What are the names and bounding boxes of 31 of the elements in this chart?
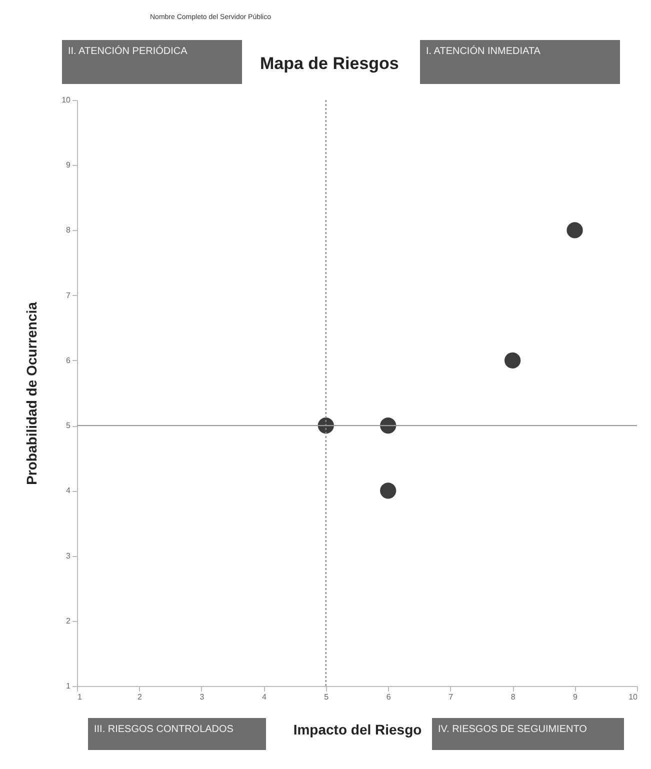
- x-tick-label: 2: [137, 692, 142, 702]
- x-tick-label: 3: [200, 692, 205, 702]
- y-tick-label: 3: [66, 551, 72, 560]
- y-tick-label: 2: [66, 616, 72, 626]
- text: III. RIESGOS CONTROLADOS: [88, 718, 266, 750]
- y-tick-label: 5: [66, 421, 72, 430]
- chart-title: Mapa de Riesgos: [260, 54, 399, 74]
- x-tick-label: 10: [628, 692, 638, 702]
- x-tick-label: 1: [78, 692, 82, 702]
- y-tick-label: 6: [66, 356, 72, 365]
- point: [380, 482, 396, 499]
- point: [566, 222, 583, 238]
- x-tick-label: 8: [510, 692, 516, 702]
- y-tick-label: 10: [62, 96, 72, 104]
- x-tick-label: 5: [324, 692, 330, 702]
- y-tick-label: 7: [66, 290, 72, 300]
- x-tick-label: 4: [262, 692, 267, 702]
- text: II. ATENCIÓN PERIÓDICA: [62, 40, 242, 84]
- y-tick-label: 9: [66, 160, 72, 170]
- x-tick-label: 9: [573, 692, 578, 702]
- point: [380, 418, 396, 434]
- x-tick-label: 6: [386, 692, 392, 702]
- y-tick-label: 8: [66, 226, 72, 235]
- x-axis-title: Impacto del Riesgo: [293, 722, 422, 738]
- point: [504, 352, 521, 368]
- text: IV. RIESGOS DE SEGUIMIENTO: [432, 718, 624, 750]
- text: I. ATENCIÓN INMEDIATA: [420, 40, 620, 84]
- y-tick-label: 4: [66, 486, 72, 496]
- y-tick-label: 1: [66, 682, 72, 690]
- x-tick-label: 7: [448, 692, 454, 702]
- y-axis-title: Probabilidad de Ocurrencia: [24, 302, 40, 485]
